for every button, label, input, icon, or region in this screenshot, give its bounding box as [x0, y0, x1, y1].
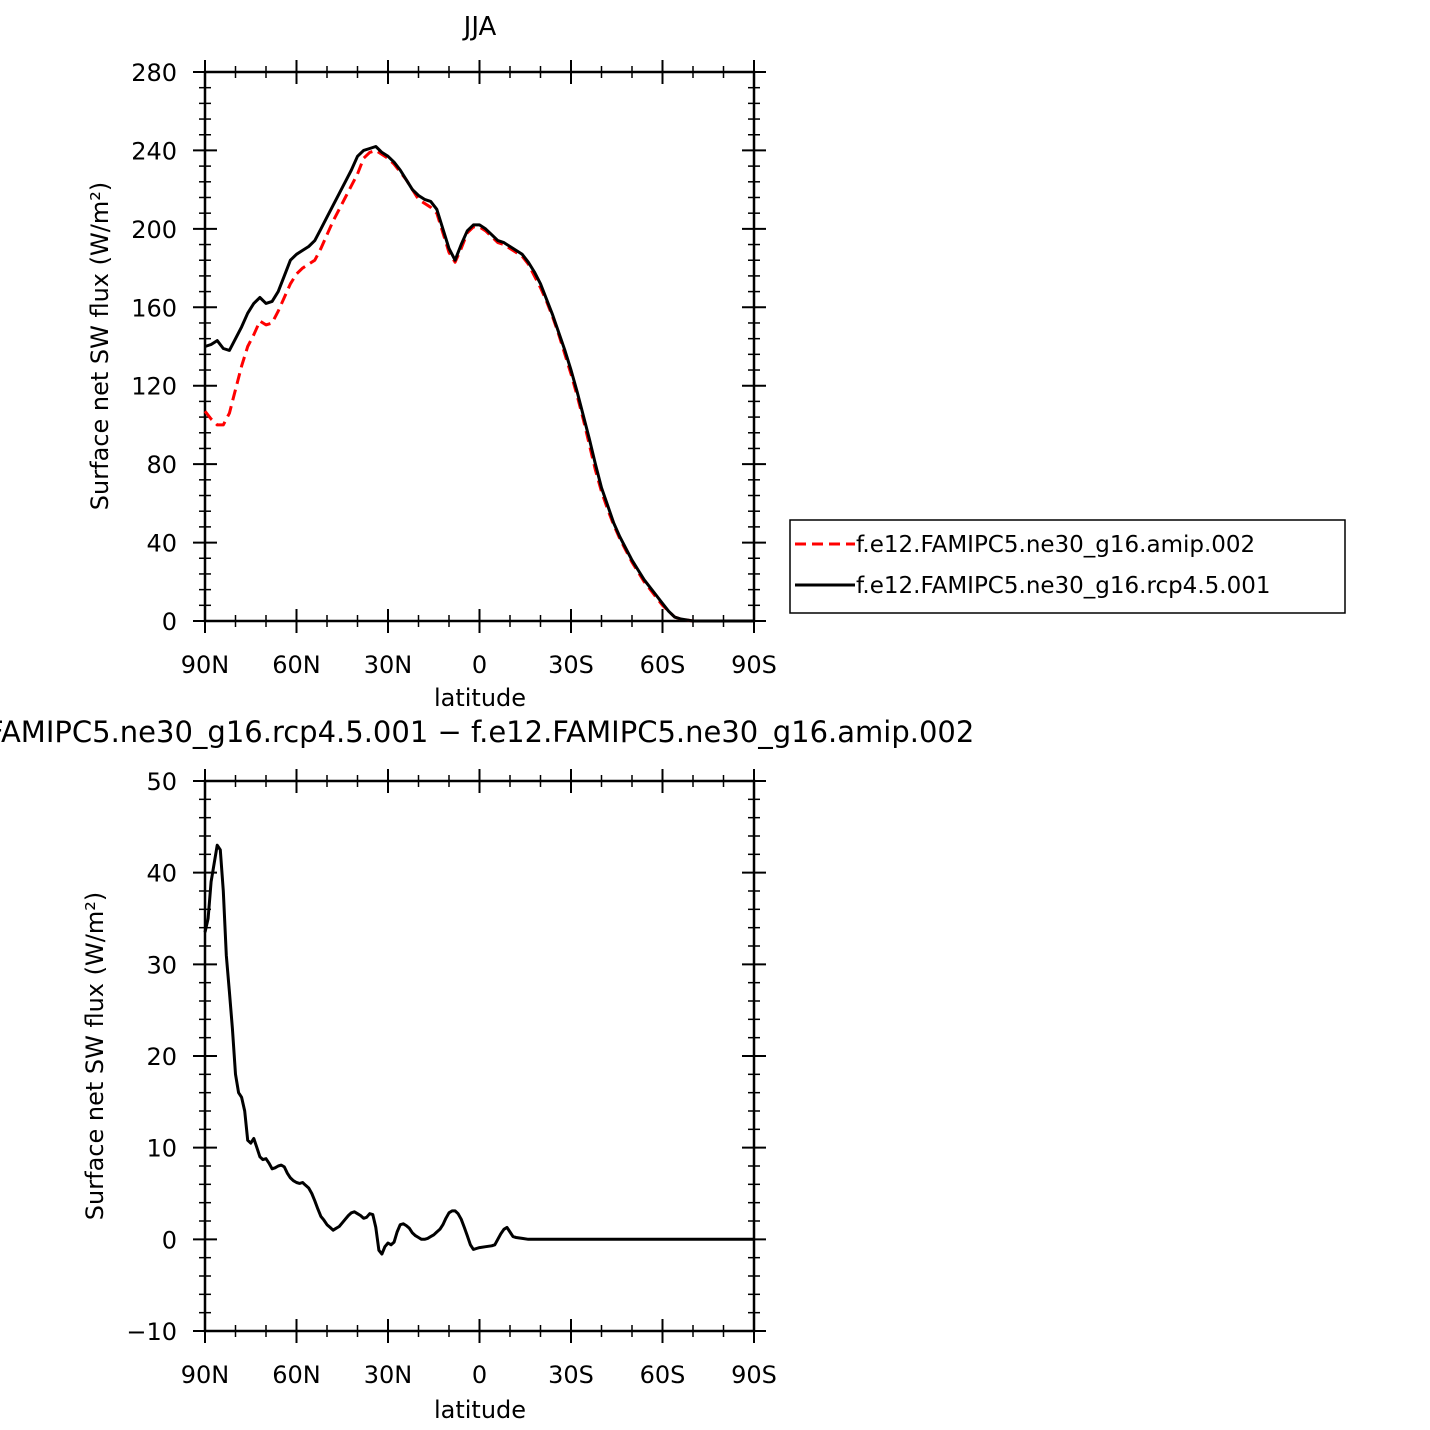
y-tick-label: −10 — [126, 1318, 177, 1346]
y-tick-label: 200 — [131, 216, 177, 244]
top-x-tick-labels: 90N 60N 30N 0 30S 60S 90S — [181, 651, 777, 679]
x-tick-label: 90N — [181, 1361, 230, 1389]
y-tick-label: 0 — [162, 608, 177, 636]
y-tick-label: 50 — [146, 768, 177, 796]
top-series-lines — [203, 145, 754, 623]
y-tick-label: 40 — [146, 860, 177, 888]
bottom-axis-ticks — [193, 769, 766, 1343]
y-tick-label: 10 — [146, 1135, 177, 1163]
x-tick-label: 0 — [472, 651, 487, 679]
y-tick-label: 280 — [131, 59, 177, 87]
legend-label-rcp: f.e12.FAMIPC5.ne30_g16.rcp4.5.001 — [856, 573, 1270, 599]
series-line-1 — [204, 145, 754, 623]
x-tick-label: 90N — [181, 651, 230, 679]
bottom-x-tick-labels: 90N 60N 30N 0 30S 60S 90S — [181, 1361, 777, 1389]
x-tick-label: 60N — [272, 1361, 321, 1389]
bottom-y-tick-labels: −10 0 10 20 30 40 50 — [126, 768, 177, 1346]
top-y-axis-label: Surface net SW flux (W/m²) — [86, 182, 114, 510]
top-y-tick-labels: 0 40 80 120 160 200 240 280 — [131, 59, 177, 636]
top-panel: JJA 0 40 80 120 160 200 240 280 90N 60N 30N 0 30S 60… — [86, 12, 1346, 712]
y-tick-label: 80 — [146, 451, 177, 479]
x-tick-label: 0 — [472, 1361, 487, 1389]
x-tick-label: 60S — [640, 1361, 686, 1389]
legend-box — [789, 519, 1346, 614]
x-tick-label: 30S — [548, 1361, 594, 1389]
x-tick-label: 60S — [640, 651, 686, 679]
x-tick-label: 30S — [548, 651, 594, 679]
y-tick-label: 40 — [146, 530, 177, 558]
y-tick-label: 0 — [162, 1226, 177, 1254]
top-axis-ticks — [193, 60, 766, 633]
top-chart-title: JJA — [462, 12, 497, 42]
bottom-y-axis-label: Surface net SW flux (W/m²) — [81, 892, 109, 1220]
bottom-series-lines — [203, 843, 754, 1256]
bottom-chart-title: f.e12.FAMIPC5.ne30_g16.rcp4.5.001 − f.e1… — [0, 715, 974, 749]
bottom-panel: f.e12.FAMIPC5.ne30_g16.rcp4.5.001 − f.e1… — [0, 715, 974, 1424]
x-tick-label: 30N — [364, 1361, 413, 1389]
y-tick-label: 240 — [131, 137, 177, 165]
x-tick-label: 60N — [272, 651, 321, 679]
series-line-0 — [203, 843, 754, 1256]
legend-label-amip: f.e12.FAMIPC5.ne30_g16.amip.002 — [856, 532, 1255, 558]
x-tick-label: 90S — [731, 651, 777, 679]
y-tick-label: 30 — [146, 951, 177, 979]
top-x-axis-label: latitude — [434, 684, 526, 712]
y-tick-label: 120 — [131, 373, 177, 401]
y-tick-label: 20 — [146, 1043, 177, 1071]
y-tick-label: 160 — [131, 294, 177, 322]
series-line-0 — [203, 148, 754, 623]
bottom-x-axis-label: latitude — [434, 1396, 526, 1424]
top-plot-frame — [203, 70, 756, 623]
top-legend: f.e12.FAMIPC5.ne30_g16.amip.002 f.e12.FA… — [789, 519, 1346, 614]
x-tick-label: 30N — [364, 651, 413, 679]
x-tick-label: 90S — [731, 1361, 777, 1389]
